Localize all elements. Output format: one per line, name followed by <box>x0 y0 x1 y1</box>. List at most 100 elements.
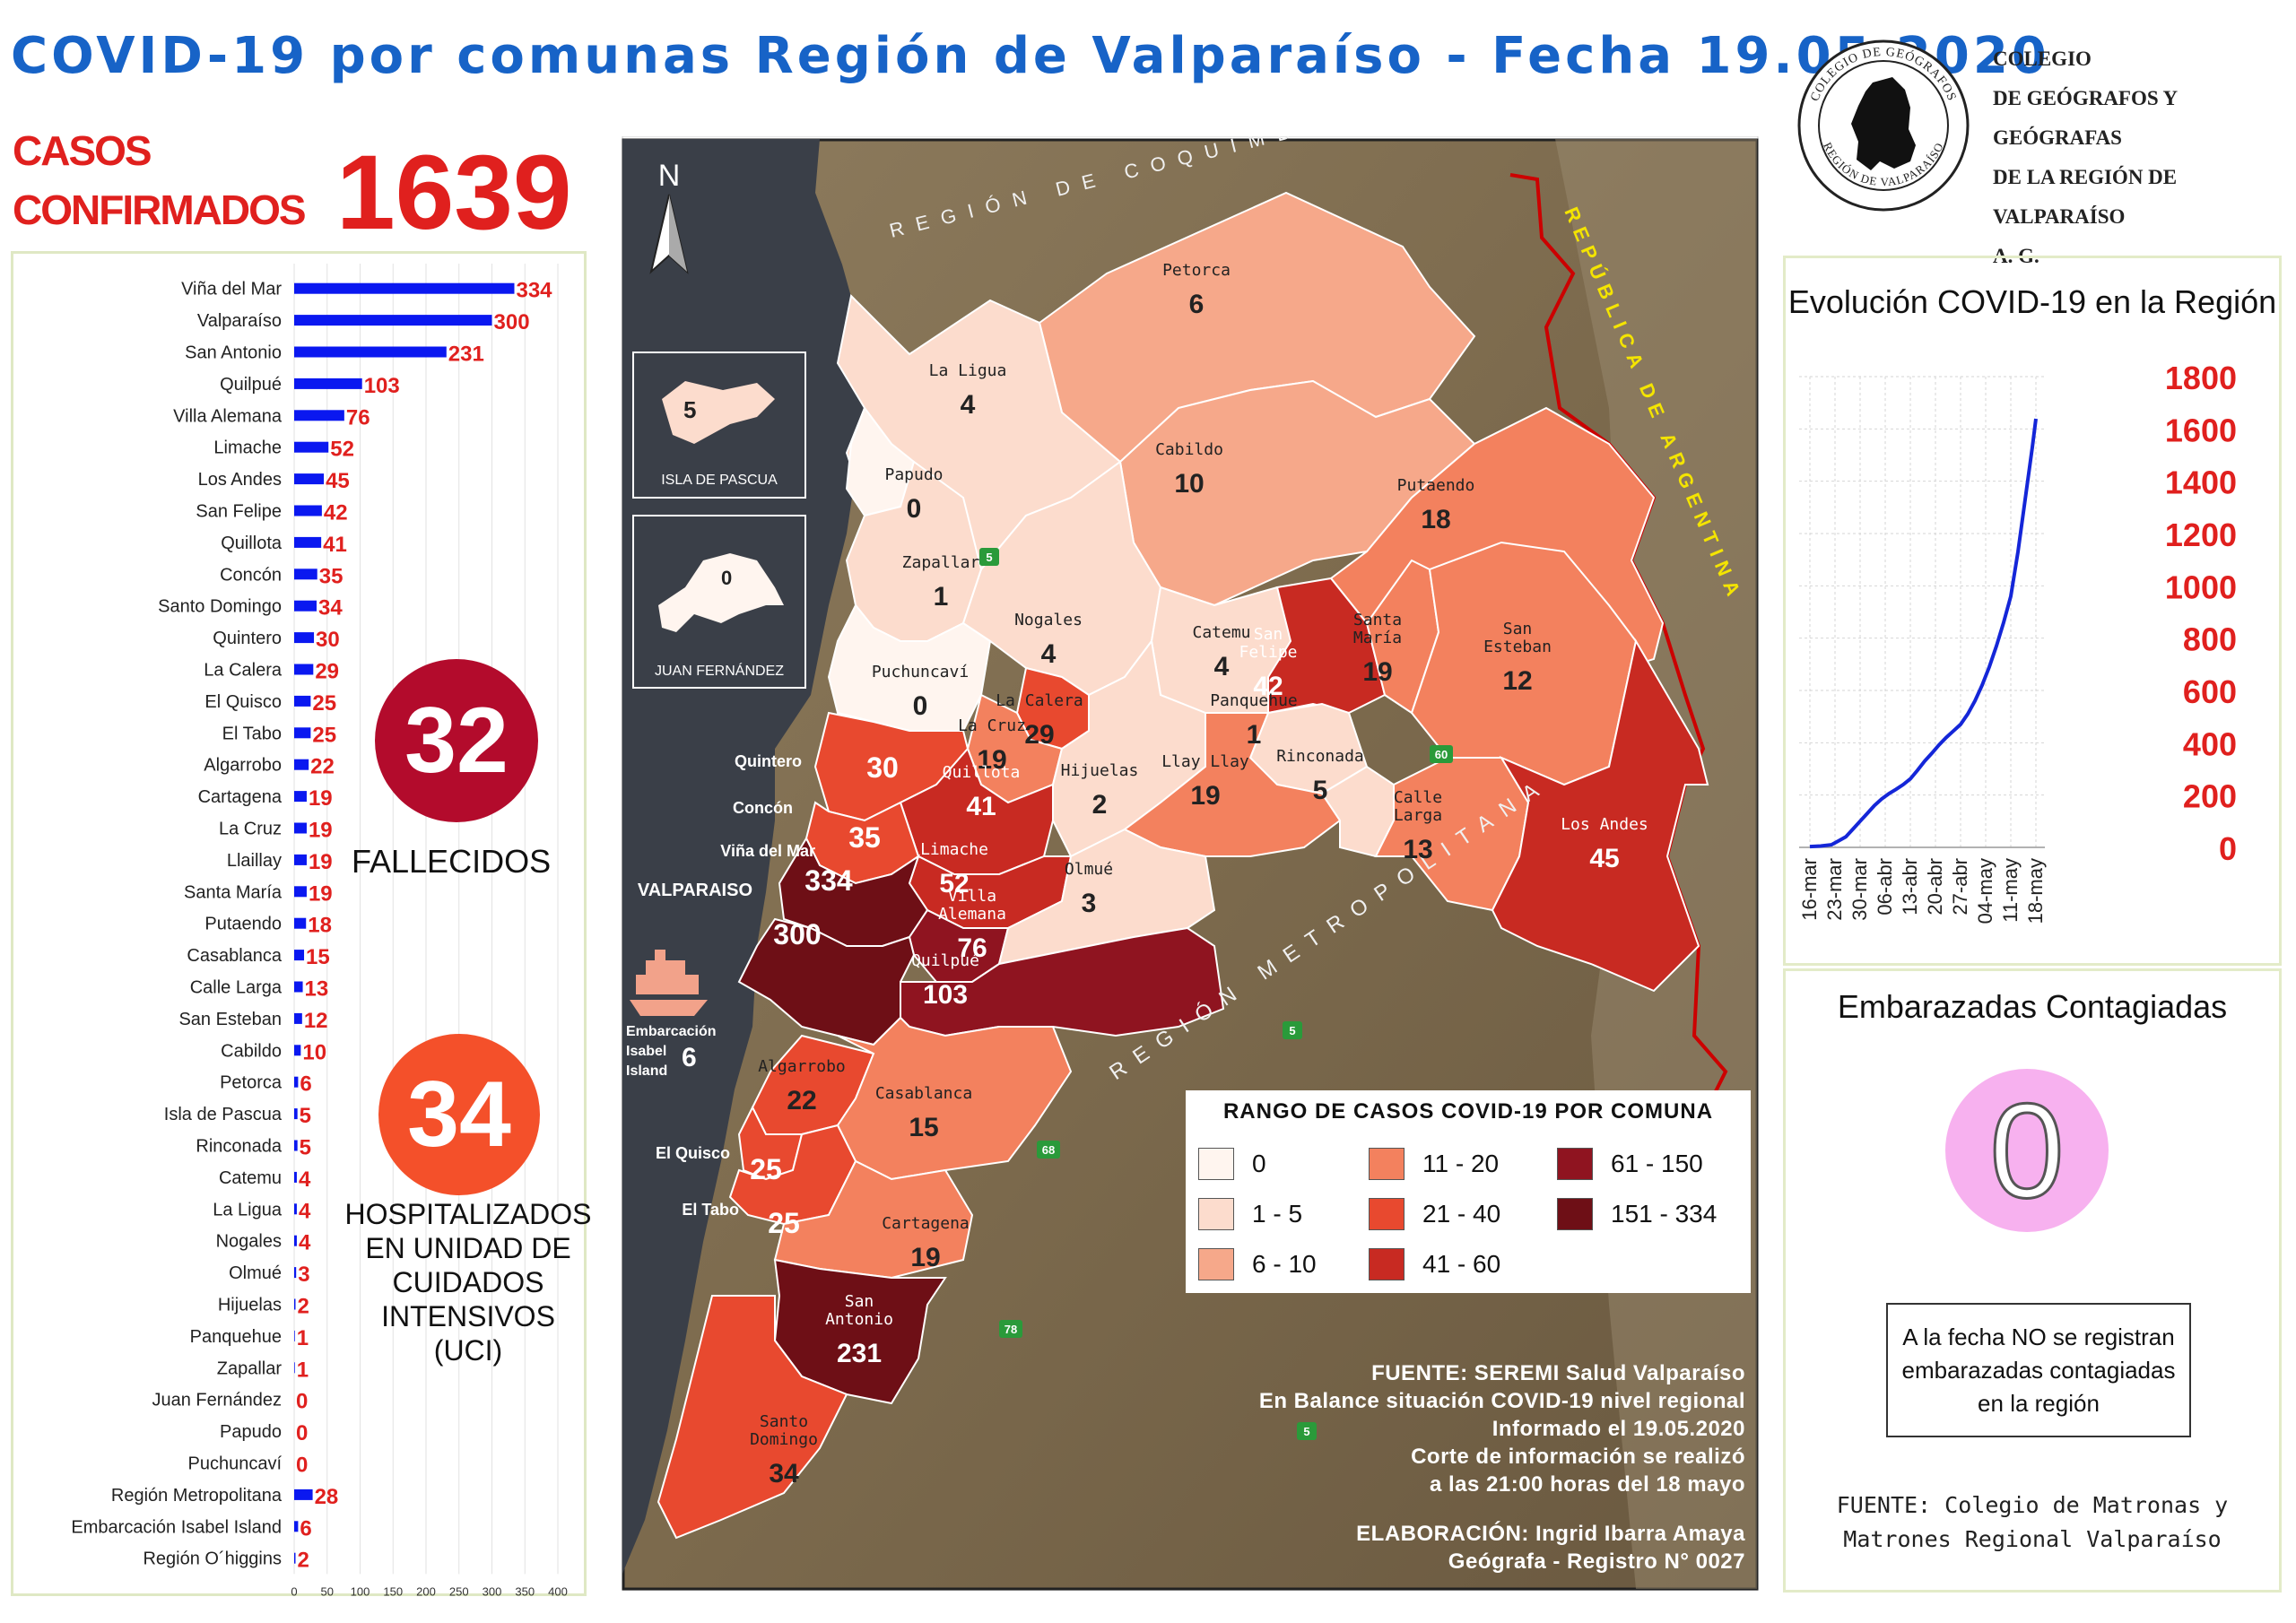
bar-value-label: 76 <box>346 405 370 430</box>
bar <box>294 1045 301 1056</box>
bar-category-label: San Antonio <box>185 343 282 363</box>
comuna-name-petorca: Petorca <box>1162 261 1231 280</box>
route-shield-label: 5 <box>986 551 992 564</box>
comuna-name-catemu: Catemu <box>1192 623 1250 642</box>
casos-label-line2: CONFIRMADOS <box>13 187 307 233</box>
comuna-value-san-antonio: 231 <box>837 1339 882 1368</box>
comuna-name-cabildo: Cabildo <box>1155 440 1223 459</box>
bar <box>294 473 325 485</box>
legend-item: 6 - 10 <box>1198 1248 1317 1280</box>
comuna-value-villa-alemana: 76 <box>957 933 987 963</box>
evo-y-tick-label: 200 <box>2183 778 2237 815</box>
bar-category-label: Llaillay <box>227 851 282 871</box>
casos-confirmados-value: 1639 <box>336 134 572 252</box>
evo-y-tick-label: 800 <box>2183 621 2237 658</box>
bar-category-label: Embarcación Isabel Island <box>71 1517 282 1537</box>
evo-y-tick-label: 1800 <box>2165 360 2237 396</box>
comuna-name-puchuncavi: Puchuncaví <box>872 663 969 681</box>
comuna-santo-domingo <box>657 1295 848 1540</box>
evo-x-tick-label: 06-abr <box>1874 858 1896 916</box>
coastal-label-el-tabo: El Tabo <box>682 1201 739 1219</box>
bar <box>294 536 322 548</box>
route-shield-label: 68 <box>1042 1143 1055 1157</box>
embarazadas-circle: 0 <box>1945 1069 2109 1232</box>
bar-value-label: 34 <box>318 596 343 621</box>
legend-label: 11 - 20 <box>1422 1150 1500 1177</box>
bar-category-label: Limache <box>213 438 282 458</box>
bar <box>294 981 303 993</box>
bar-value-label: 5 <box>300 1136 311 1160</box>
map-credit: FUENTE: SEREMI Salud Valparaíso En Balanc… <box>1166 1359 1745 1575</box>
legend-item: 61 - 150 <box>1557 1148 1703 1180</box>
comuna-name-rinconada: Rinconada <box>1276 747 1364 766</box>
uci-label-line: HOSPITALIZADOS <box>344 1198 592 1230</box>
fallecidos-circle: 32 <box>375 659 538 822</box>
bar <box>294 632 315 644</box>
map-legend <box>1186 1090 1751 1293</box>
bar-value-label: 334 <box>516 279 552 303</box>
bar-value-label: 0 <box>296 1454 308 1478</box>
evo-y-tick-label: 1000 <box>2165 568 2237 605</box>
evo-x-tick-label: 04-may <box>1974 858 1996 924</box>
bar-category-label: Región Metropolitana <box>111 1486 283 1506</box>
comuna-value-papudo: 0 <box>907 494 922 524</box>
bar-category-label: Nogales <box>216 1232 282 1252</box>
inset-juan-fernandez: 0 JUAN FERNÁNDEZ <box>632 515 806 689</box>
legend-swatch <box>1557 1148 1593 1180</box>
comuna-value-catemu: 4 <box>1214 652 1230 681</box>
comuna-name-santo-domingo: Domingo <box>750 1430 818 1449</box>
bar-value-label: 42 <box>324 501 348 525</box>
comuna-value-puchuncavi: 0 <box>913 691 928 721</box>
bar-category-label: San Esteban <box>178 1010 282 1029</box>
bar-value-label: 0 <box>296 1390 308 1414</box>
bar-value-label: 15 <box>306 945 330 969</box>
embarazadas-source-line: Matrones Regional Valparaíso <box>1843 1526 2222 1552</box>
bar-value-label: 28 <box>315 1485 339 1509</box>
bar <box>294 568 317 580</box>
legend-label: 1 - 5 <box>1252 1200 1303 1228</box>
legend-label: 0 <box>1252 1150 1266 1177</box>
inset-juan-fernandez-value: 0 <box>721 567 732 589</box>
legend-swatch <box>1369 1148 1405 1180</box>
evo-x-tick-label: 20-abr <box>1924 858 1946 916</box>
bar <box>294 1521 299 1532</box>
comuna-value-putaendo: 18 <box>1421 505 1450 534</box>
bar-value-label: 18 <box>308 914 332 938</box>
bar-x-tick-label: 0 <box>291 1584 297 1596</box>
bar-category-label: Catemu <box>219 1168 282 1188</box>
bar <box>294 1362 295 1374</box>
bar-value-label: 2 <box>297 1295 309 1319</box>
bar-value-label: 1 <box>297 1326 309 1350</box>
comuna-name-san-antonio: San <box>845 1292 874 1311</box>
bar-value-label: 35 <box>319 564 344 588</box>
bar-category-label: Casablanca <box>187 946 283 966</box>
comuna-value-quillota: 41 <box>966 792 996 821</box>
bar-x-tick-label: 350 <box>515 1584 535 1596</box>
bar-category-label: Isla de Pascua <box>164 1105 283 1124</box>
comuna-name-calle-larga: Calle <box>1394 788 1442 807</box>
bar <box>294 315 492 326</box>
legend-label: 151 - 334 <box>1611 1200 1718 1228</box>
evo-x-tick-label: 16-mar <box>1798 858 1821 921</box>
bar <box>294 950 305 961</box>
bar-x-tick-label: 200 <box>416 1584 436 1596</box>
coastal-label-concon: Concón <box>733 799 793 817</box>
bar <box>294 917 307 929</box>
bar-x-tick-label: 250 <box>449 1584 469 1596</box>
bar-category-label: La Calera <box>204 661 283 681</box>
comuna-value-quintero: 30 <box>866 751 899 784</box>
bar-value-label: 5 <box>300 1104 311 1128</box>
bar <box>294 410 344 421</box>
bar-value-label: 29 <box>315 660 339 684</box>
map: 240000280000320000360000400000 <box>621 136 1760 1591</box>
comuna-name-villa-alemana: Alemana <box>938 905 1006 924</box>
comuna-name-la-calera: La Calera <box>996 691 1083 710</box>
bar <box>294 886 307 898</box>
evo-x-tick-label: 13-abr <box>1899 858 1921 916</box>
comuna-name-putaendo: Putaendo <box>1397 476 1475 495</box>
embarazadas-note-line: A la fecha NO se registran <box>1902 1324 2175 1350</box>
north-arrow: N <box>649 159 689 274</box>
comuna-value-quilpue: 103 <box>923 980 968 1010</box>
